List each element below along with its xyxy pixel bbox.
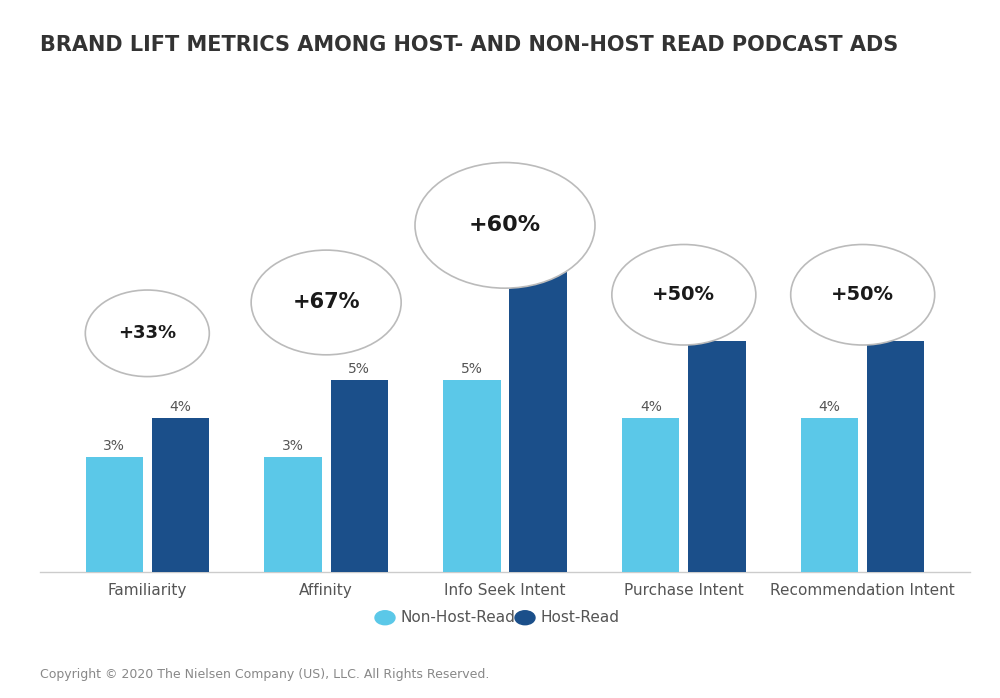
Bar xyxy=(801,418,858,572)
Bar xyxy=(622,418,679,572)
Text: 6%: 6% xyxy=(706,323,728,337)
Text: 4%: 4% xyxy=(819,400,841,415)
Text: Non-Host-Read: Non-Host-Read xyxy=(400,610,515,625)
Text: 8%: 8% xyxy=(527,246,549,260)
Text: Host-Read: Host-Read xyxy=(540,610,619,625)
Text: 5%: 5% xyxy=(461,362,483,376)
Bar xyxy=(443,380,501,572)
Bar xyxy=(867,341,924,572)
Text: 6%: 6% xyxy=(885,323,907,337)
Text: +60%: +60% xyxy=(469,216,541,235)
Text: 4%: 4% xyxy=(169,400,191,415)
Bar xyxy=(86,456,143,572)
Text: +67%: +67% xyxy=(292,292,360,313)
Text: 3%: 3% xyxy=(103,439,125,453)
Bar xyxy=(509,264,567,572)
Text: +50%: +50% xyxy=(652,285,715,304)
Text: 3%: 3% xyxy=(282,439,304,453)
Bar xyxy=(152,418,209,572)
Text: n: n xyxy=(956,33,978,64)
Text: +33%: +33% xyxy=(118,325,176,342)
Bar xyxy=(688,341,746,572)
Text: Copyright © 2020 The Nielsen Company (US), LLC. All Rights Reserved.: Copyright © 2020 The Nielsen Company (US… xyxy=(40,667,489,681)
Text: 5%: 5% xyxy=(348,362,370,376)
Text: +50%: +50% xyxy=(831,285,894,304)
Bar xyxy=(331,380,388,572)
Bar xyxy=(264,456,322,572)
Text: 4%: 4% xyxy=(640,400,662,415)
Text: BRAND LIFT METRICS AMONG HOST- AND NON-HOST READ PODCAST ADS: BRAND LIFT METRICS AMONG HOST- AND NON-H… xyxy=(40,35,898,55)
